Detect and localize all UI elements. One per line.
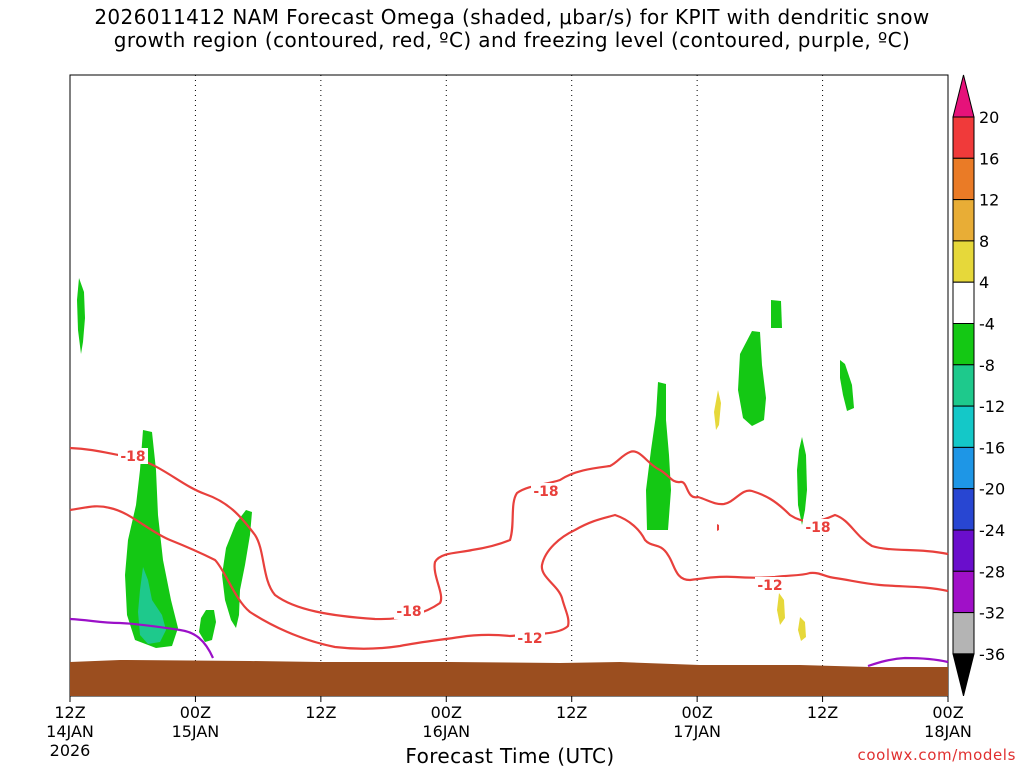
omega-patch <box>798 617 806 641</box>
colorbar-swatch <box>952 240 975 283</box>
x-tick-label: 12Z <box>305 703 336 722</box>
contour-label-bg <box>803 519 833 535</box>
credit-text: coolwx.com/models <box>857 746 1016 764</box>
colorbar-swatch <box>952 199 975 242</box>
colorbar-label: -36 <box>979 645 1005 664</box>
colorbar-label: -24 <box>979 521 1005 540</box>
colorbar-label: -20 <box>979 480 1005 499</box>
freezing-level-contours <box>69 617 949 668</box>
omega-patch <box>797 437 807 525</box>
x-tick-label: 14JAN <box>46 722 94 741</box>
colorbar-label: -8 <box>979 356 995 375</box>
contour-label-bg <box>118 448 148 464</box>
contour-label: -18 <box>805 520 830 536</box>
contour-labels: -18 -18 -18 -12 -12 -18 <box>118 448 833 647</box>
colorbar-swatch <box>952 157 975 201</box>
plot-frame <box>69 74 949 697</box>
contour-label: -18 <box>396 604 421 620</box>
colorbar-label: 8 <box>979 232 989 251</box>
contour-label: -18 <box>120 449 145 465</box>
contour-label: -18 <box>533 484 558 500</box>
x-tick-label: 16JAN <box>422 722 470 741</box>
contour-label-bg <box>531 483 561 499</box>
colorbar-label: -16 <box>979 438 1005 457</box>
x-tick-label: 00Z <box>431 703 462 722</box>
omega-patch <box>199 610 216 642</box>
colorbar-swatch <box>952 446 975 490</box>
omega-patch <box>714 390 721 430</box>
dsgz-contour-lower-18 <box>69 505 949 650</box>
omega-patch <box>738 331 766 426</box>
grid <box>69 75 824 696</box>
colorbar-label: 20 <box>979 108 999 127</box>
contour-label: -12 <box>517 631 542 647</box>
colorbar-swatch <box>952 488 975 531</box>
contour-label-bg <box>394 603 424 619</box>
x-tick-label: 00Z <box>932 703 963 722</box>
omega-patch <box>717 524 719 531</box>
omega-patch <box>125 430 178 648</box>
freezing-level-line-right <box>867 656 949 668</box>
freezing-level-line-left <box>69 617 215 659</box>
colorbar-swatch <box>952 405 975 448</box>
colorbar-label: 4 <box>979 273 989 292</box>
omega-shading <box>77 278 854 648</box>
colorbar: 20 16 12 8 4 -4 -8 -12 -16 -20 -24 -28 -32 -36 <box>952 74 1005 697</box>
colorbar-label: -28 <box>979 562 1005 581</box>
omega-patch <box>222 510 252 628</box>
x-tick-label: 12Z <box>556 703 587 722</box>
colorbar-swatch <box>952 529 975 572</box>
chart-title: 2026011412 NAM Forecast Omega (shaded, μ… <box>0 6 1024 52</box>
x-axis-title: Forecast Time (UTC) <box>405 744 615 768</box>
colorbar-label: -32 <box>979 604 1005 623</box>
colorbar-label: 12 <box>979 191 999 210</box>
colorbar-bottom-arrow <box>952 653 975 697</box>
x-tick-label: 00Z <box>681 703 712 722</box>
colorbar-swatch <box>952 570 975 614</box>
omega-patch <box>771 300 782 328</box>
title-line-2: growth region (contoured, red, ºC) and f… <box>113 28 911 52</box>
title-line-1: 2026011412 NAM Forecast Omega (shaded, μ… <box>94 5 930 29</box>
contour-label-bg <box>755 577 785 593</box>
x-tick-label: 12Z <box>807 703 838 722</box>
omega-patch <box>840 360 854 411</box>
colorbar-swatch <box>952 364 975 407</box>
colorbar-swatch <box>952 116 975 159</box>
x-tick-label: 18JAN <box>924 722 972 741</box>
contour-label-bg <box>515 630 545 646</box>
contour-label: -12 <box>757 578 782 594</box>
colorbar-swatch <box>952 612 975 655</box>
colorbar-swatch <box>952 281 975 325</box>
x-tick-label: 17JAN <box>673 722 721 741</box>
colorbar-label: 16 <box>979 149 999 168</box>
x-tick-label: 2026 <box>50 741 91 760</box>
colorbar-top-arrow <box>952 74 975 118</box>
x-tick-label: 00Z <box>180 703 211 722</box>
omega-patch <box>77 278 85 354</box>
colorbar-label: -4 <box>979 315 995 334</box>
colorbar-label: -12 <box>979 397 1005 416</box>
omega-patch <box>646 382 671 530</box>
colorbar-swatch <box>952 323 975 366</box>
x-tick-label: 15JAN <box>172 722 220 741</box>
ground-terrain <box>70 660 948 696</box>
x-tick-label: 12Z <box>54 703 85 722</box>
omega-patch <box>777 593 785 625</box>
